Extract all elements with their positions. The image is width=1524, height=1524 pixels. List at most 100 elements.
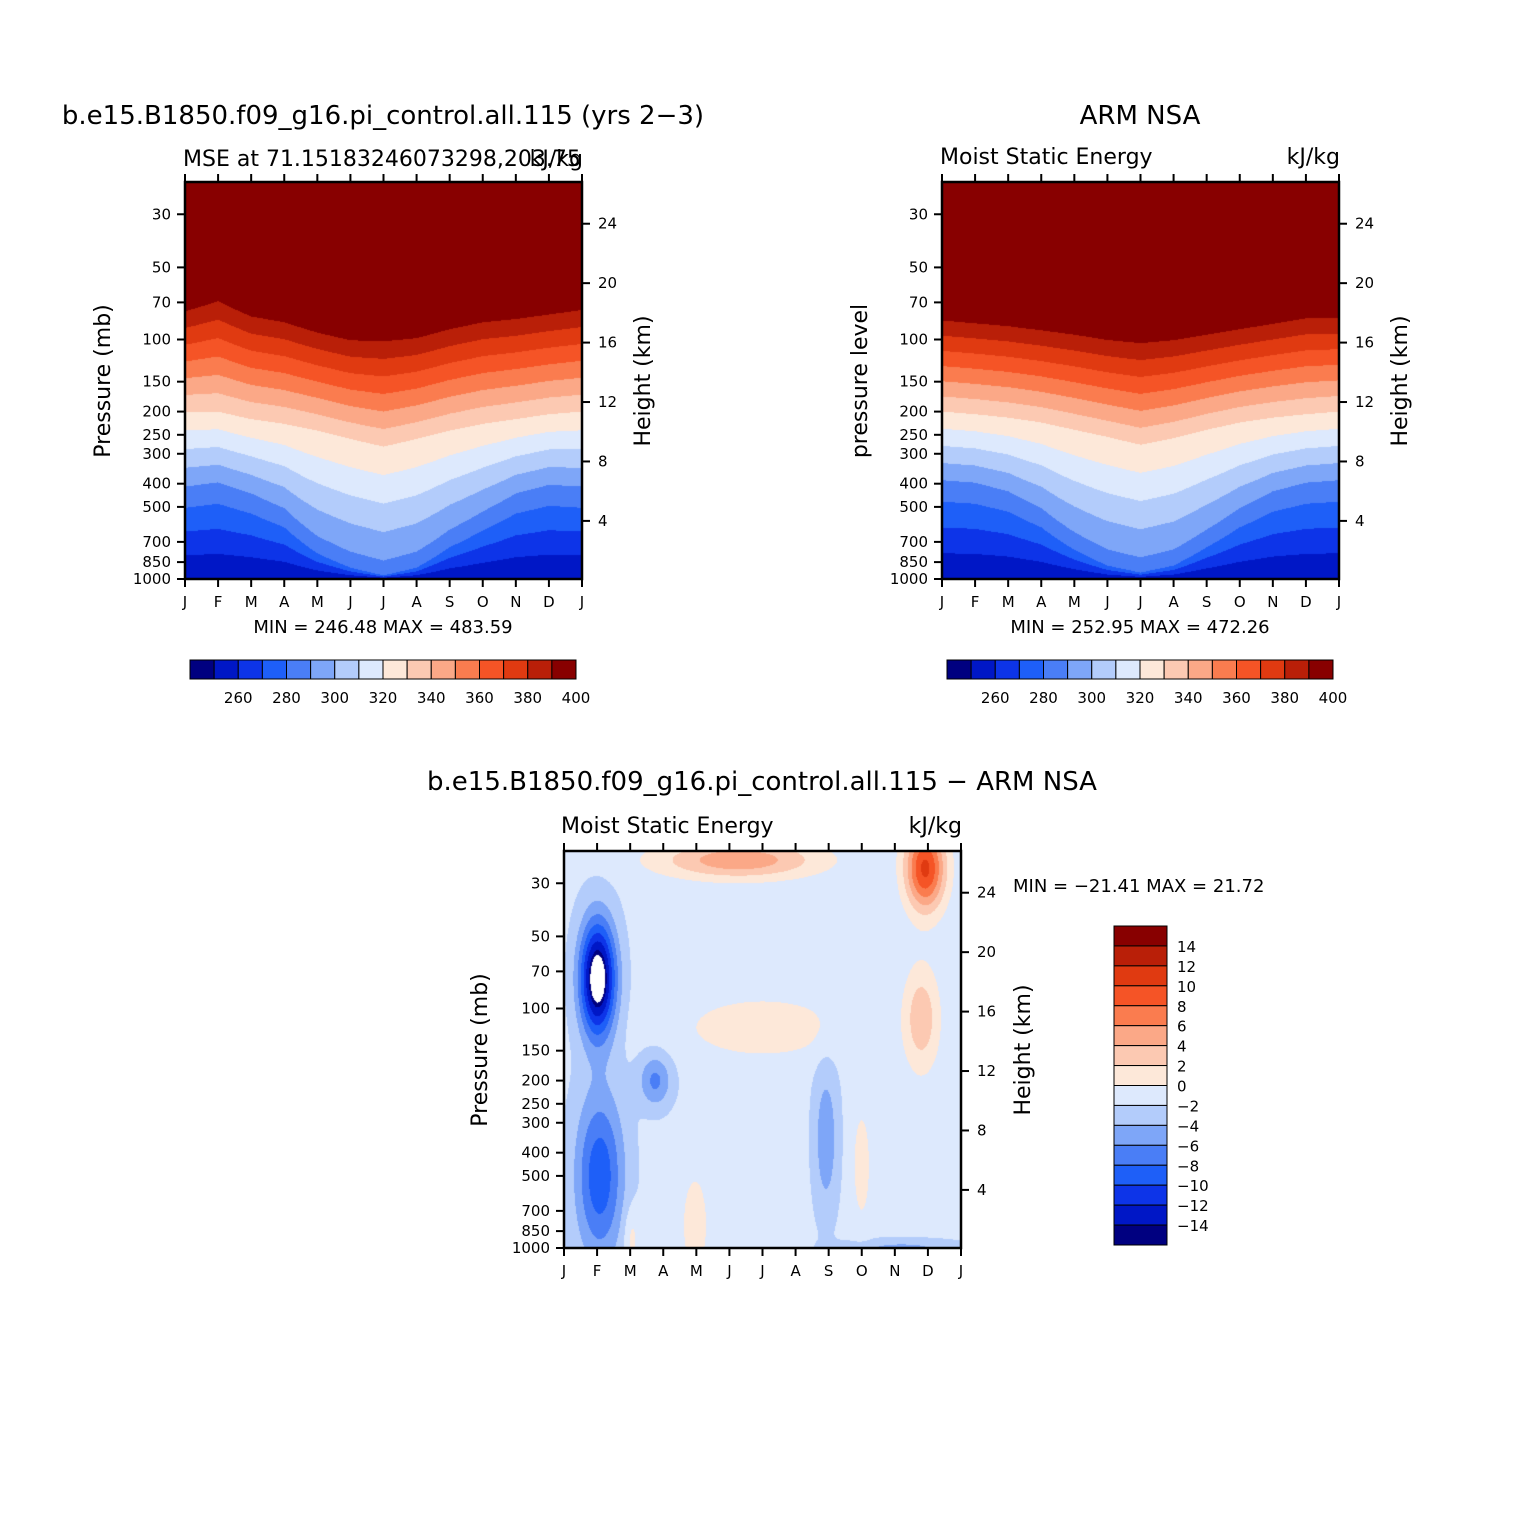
colorbar-box [1113,1204,1168,1226]
pressure-tick-label: 400 [142,475,171,493]
height-tick-label: 20 [977,943,996,961]
diff-minmax: MIN = −21.41 MAX = 21.72 [1013,876,1264,897]
obs-heatmap-image [942,182,1339,579]
colorbar-box [334,659,360,680]
colorbar-box [358,659,384,680]
colorbar-label: −2 [1177,1097,1199,1115]
model-ylabel-left: Pressure (mb) [91,304,116,458]
pressure-tick-label: 70 [531,962,550,980]
colorbar-box [946,659,972,680]
pressure-tick-label: 400 [521,1144,550,1162]
colorbar-label: 400 [1319,689,1348,707]
height-tick-label: 24 [1355,215,1374,233]
colorbar-label: 300 [1077,689,1106,707]
height-tick-label: 20 [598,274,617,292]
model-subtitle-right: kJ/kg [530,147,583,172]
obs-colorbar: 260 280 300 320 340 360 380 400 [946,659,1348,707]
colorbar-box [1113,1224,1168,1246]
x-tick-label: M [690,1262,703,1280]
colorbar-box [1113,1124,1168,1146]
x-tick-label: J [939,593,944,611]
colorbar-label: 2 [1177,1058,1187,1076]
colorbar-label: 280 [1029,689,1058,707]
pressure-tick-label: 250 [521,1095,550,1113]
pressure-tick-label: 150 [142,373,171,391]
x-tick-label: J [1137,593,1142,611]
colorbar-label: 4 [1177,1038,1187,1056]
x-tick-label: J [380,593,385,611]
colorbar-box [1115,659,1141,680]
height-tick-label: 4 [598,512,608,530]
obs-contour-fill [942,182,1339,579]
height-tick-label: 8 [1355,452,1365,470]
height-tick-label: 16 [598,334,617,352]
x-tick-label: F [971,593,980,611]
x-tick-label: A [1036,593,1047,611]
x-tick-label: J [182,593,187,611]
pressure-tick-label: 400 [899,475,928,493]
height-tick-label: 12 [598,393,617,411]
colorbar-box [1113,1065,1168,1086]
pressure-tick-label: 150 [521,1042,550,1060]
pressure-tick-label: 200 [521,1072,550,1090]
colorbar-label: 380 [1270,689,1299,707]
x-tick-label: D [922,1262,934,1280]
height-tick-label: 16 [1355,334,1374,352]
colorbar-box [1113,1025,1168,1047]
x-tick-label: A [1168,593,1179,611]
obs-title: ARM NSA [1080,101,1201,131]
colorbar-label: 280 [272,689,301,707]
colorbar-box [994,659,1020,680]
colorbar-box [1113,945,1168,967]
x-tick-label: O [477,593,489,611]
x-tick-label: N [1267,593,1278,611]
x-tick-label: N [510,593,521,611]
colorbar-label: −10 [1177,1177,1209,1195]
colorbar-label: 6 [1177,1018,1187,1036]
model-title: b.e15.B1850.f09_g16.pi_control.all.115 (… [62,101,704,131]
colorbar-label: −14 [1177,1217,1209,1235]
colorbar-box [406,659,432,680]
pressure-tick-label: 300 [521,1114,550,1132]
colorbar-box [1284,659,1310,680]
diff-ylabel-right: Height (km) [1011,984,1036,1115]
colorbar-label: 360 [1222,689,1251,707]
diff-heatmap-image [564,851,961,1248]
obs-ylabel-right: Height (km) [1388,315,1413,446]
pressure-tick-label: 300 [899,445,928,463]
pressure-tick-label: 700 [899,533,928,551]
pressure-tick-label: 850 [142,553,171,571]
obs-minmax: MIN = 252.95 MAX = 472.26 [1010,617,1269,638]
colorbar-label: 380 [513,689,542,707]
colorbar-label: 14 [1177,938,1196,956]
x-tick-label: D [1300,593,1312,611]
x-tick-label: M [624,1262,637,1280]
x-tick-label: M [1068,593,1081,611]
x-tick-label: J [1104,593,1109,611]
colorbar-box [1113,925,1168,947]
model-ylabel-right: Height (km) [631,315,656,446]
panel-diff: b.e15.B1850.f09_g16.pi_control.all.115 −… [427,767,1264,1280]
colorbar-label: 400 [562,689,591,707]
colorbar-label: 360 [465,689,494,707]
pressure-tick-label: 700 [142,533,171,551]
pressure-tick-label: 700 [521,1202,550,1220]
pressure-tick-label: 850 [899,553,928,571]
colorbar-box [1018,659,1044,680]
height-tick-label: 8 [598,452,608,470]
colorbar-box [286,659,312,680]
colorbar-box [1113,965,1168,987]
x-tick-label: A [411,593,422,611]
pressure-tick-label: 100 [142,330,171,348]
diff-ylabel-left: Pressure (mb) [468,973,493,1127]
pressure-tick-label: 30 [152,205,171,223]
x-tick-label: S [824,1262,834,1280]
x-tick-label: M [245,593,258,611]
pressure-tick-label: 30 [531,874,550,892]
colorbar-box [1091,659,1117,680]
x-tick-label: S [1202,593,1212,611]
colorbar-box [189,659,215,680]
colorbar-label: −6 [1177,1137,1199,1155]
colorbar-label: −8 [1177,1157,1199,1175]
